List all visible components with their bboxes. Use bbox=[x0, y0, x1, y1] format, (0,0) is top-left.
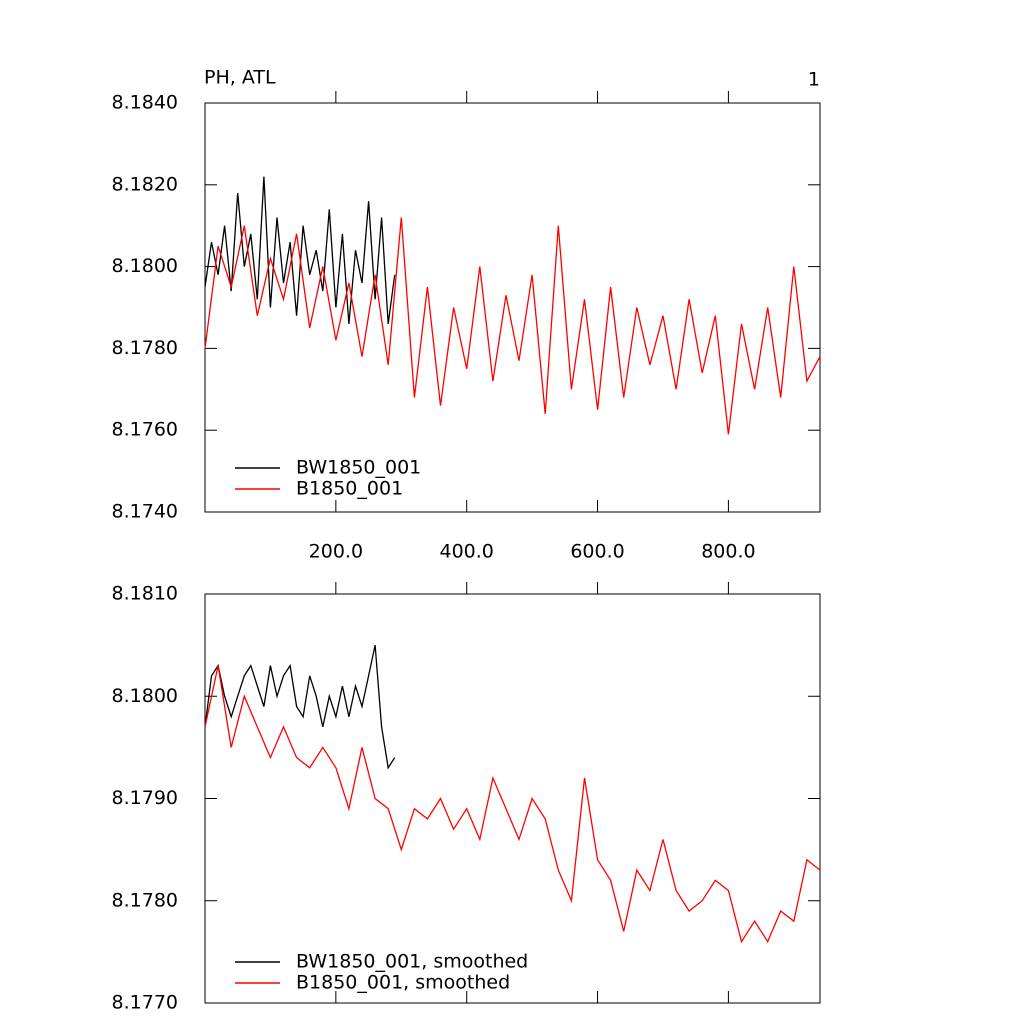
y-tick-label: 8.1810 bbox=[112, 583, 178, 605]
y-tick-label: 8.1790 bbox=[112, 787, 178, 809]
y-tick-label: 8.1770 bbox=[112, 992, 178, 1014]
legend-label: B1850_001, smoothed bbox=[296, 972, 510, 994]
x-tick-label: 800.0 bbox=[701, 541, 755, 563]
y-tick-label: 8.1800 bbox=[112, 255, 178, 277]
series-line bbox=[204, 217, 821, 435]
legend-label: BW1850_001, smoothed bbox=[296, 951, 528, 973]
y-tick-label: 8.1820 bbox=[112, 173, 178, 195]
plot-frame bbox=[204, 593, 821, 1004]
plot-frame bbox=[204, 102, 821, 513]
x-tick-label: 200.0 bbox=[309, 541, 363, 563]
y-tick-label: 8.1740 bbox=[112, 501, 178, 523]
series-line bbox=[204, 644, 396, 770]
y-tick-label: 8.1760 bbox=[112, 419, 178, 441]
y-tick-label: 8.1780 bbox=[112, 889, 178, 911]
y-tick-label: 8.1800 bbox=[112, 685, 178, 707]
y-tick-label: 8.1840 bbox=[112, 92, 178, 114]
legend-label: B1850_001 bbox=[296, 478, 403, 500]
legend-label: BW1850_001 bbox=[296, 457, 421, 479]
x-tick-label: 400.0 bbox=[439, 541, 493, 563]
x-tick-label: 600.0 bbox=[570, 541, 624, 563]
y-tick-label: 8.1780 bbox=[112, 337, 178, 359]
annotation: 1 bbox=[808, 69, 820, 91]
chart-title: PH, ATL bbox=[204, 67, 276, 89]
series-line bbox=[204, 665, 821, 944]
series-line bbox=[204, 176, 396, 324]
